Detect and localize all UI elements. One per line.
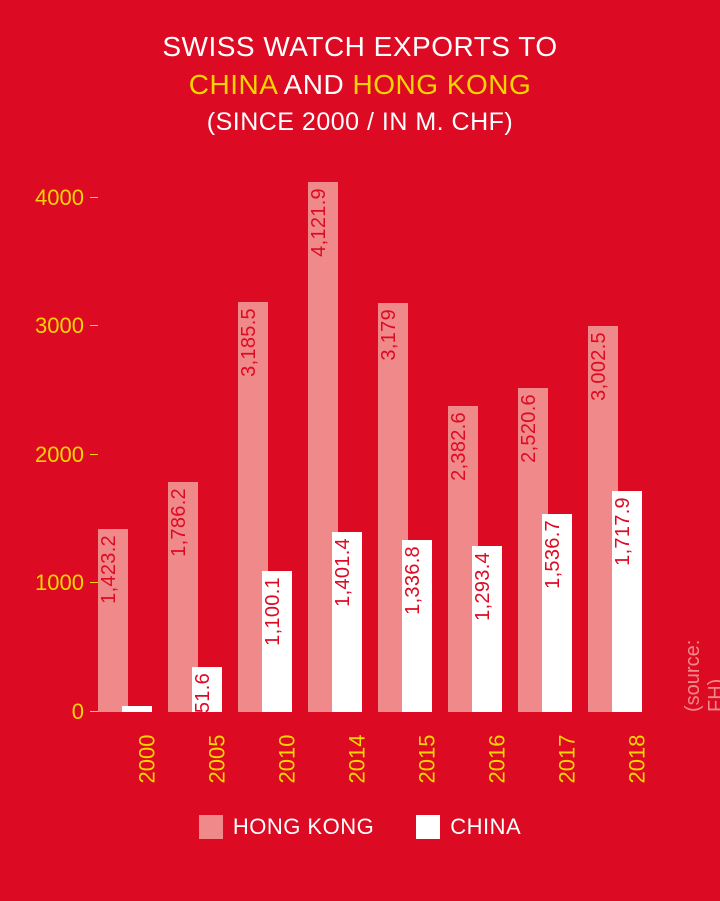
x-tick-label: 2014 [346,735,368,784]
x-tick-label: 2005 [206,735,228,784]
bar-value-china: 351.6 [193,673,213,725]
title-highlight-china: CHINA [189,69,277,100]
bar-value-hongkong: 3,185.5 [239,308,259,377]
bar-value-hongkong: 3,002.5 [589,332,609,401]
bar-value-hongkong: 1,786.2 [169,488,189,557]
title-mid: AND [277,69,353,100]
chart-canvas: SWISS WATCH EXPORTS TO CHINA AND HONG KO… [0,0,720,901]
y-tick-label: 1000 [35,572,84,594]
bar-value-china: 1,536.7 [543,520,563,589]
legend-swatch [199,815,223,839]
y-tick-label: 3000 [35,315,84,337]
bar-value-china: 1,717.9 [613,497,633,566]
x-tick-label: 2017 [556,735,578,784]
title-line-2: CHINA AND HONG KONG [0,66,720,104]
y-tick-label: 2000 [35,444,84,466]
x-tick-label: 2018 [626,735,648,784]
title-line-1: SWISS WATCH EXPORTS TO [0,28,720,66]
legend-item: CHINA [416,814,521,840]
bar-value-hongkong: 4,121.9 [309,188,329,257]
title-subtitle: (SINCE 2000 / IN M. CHF) [0,106,720,140]
plot-area: 010002000300040001,423.24520001,786.2351… [98,172,650,712]
bar-value-china: 1,401.4 [333,538,353,607]
legend-item: HONG KONG [199,814,374,840]
source-credit: (source: FH) [682,640,720,712]
bar-value-china: 1,100.1 [263,577,283,646]
legend: HONG KONG CHINA [0,814,720,840]
y-tick-label: 4000 [35,187,84,209]
bar-value-hongkong: 2,382.6 [449,412,469,481]
bar-value-china: 45 [123,712,143,735]
bar-value-hongkong: 2,520.6 [519,394,539,463]
bar-value-hongkong: 3,179 [379,309,399,361]
chart-title: SWISS WATCH EXPORTS TO CHINA AND HONG KO… [0,28,720,139]
x-tick-label: 2015 [416,735,438,784]
legend-label: CHINA [450,814,521,840]
bar-value-china: 1,336.8 [403,546,423,615]
x-tick-label: 2000 [136,735,158,784]
bar-value-hongkong: 1,423.2 [99,535,119,604]
y-tick-label: 0 [72,701,84,723]
x-tick-label: 2010 [276,735,298,784]
title-highlight-hongkong: HONG KONG [352,69,531,100]
x-tick-label: 2016 [486,735,508,784]
legend-swatch [416,815,440,839]
legend-label: HONG KONG [233,814,374,840]
bar-value-china: 1,293.4 [473,552,493,621]
